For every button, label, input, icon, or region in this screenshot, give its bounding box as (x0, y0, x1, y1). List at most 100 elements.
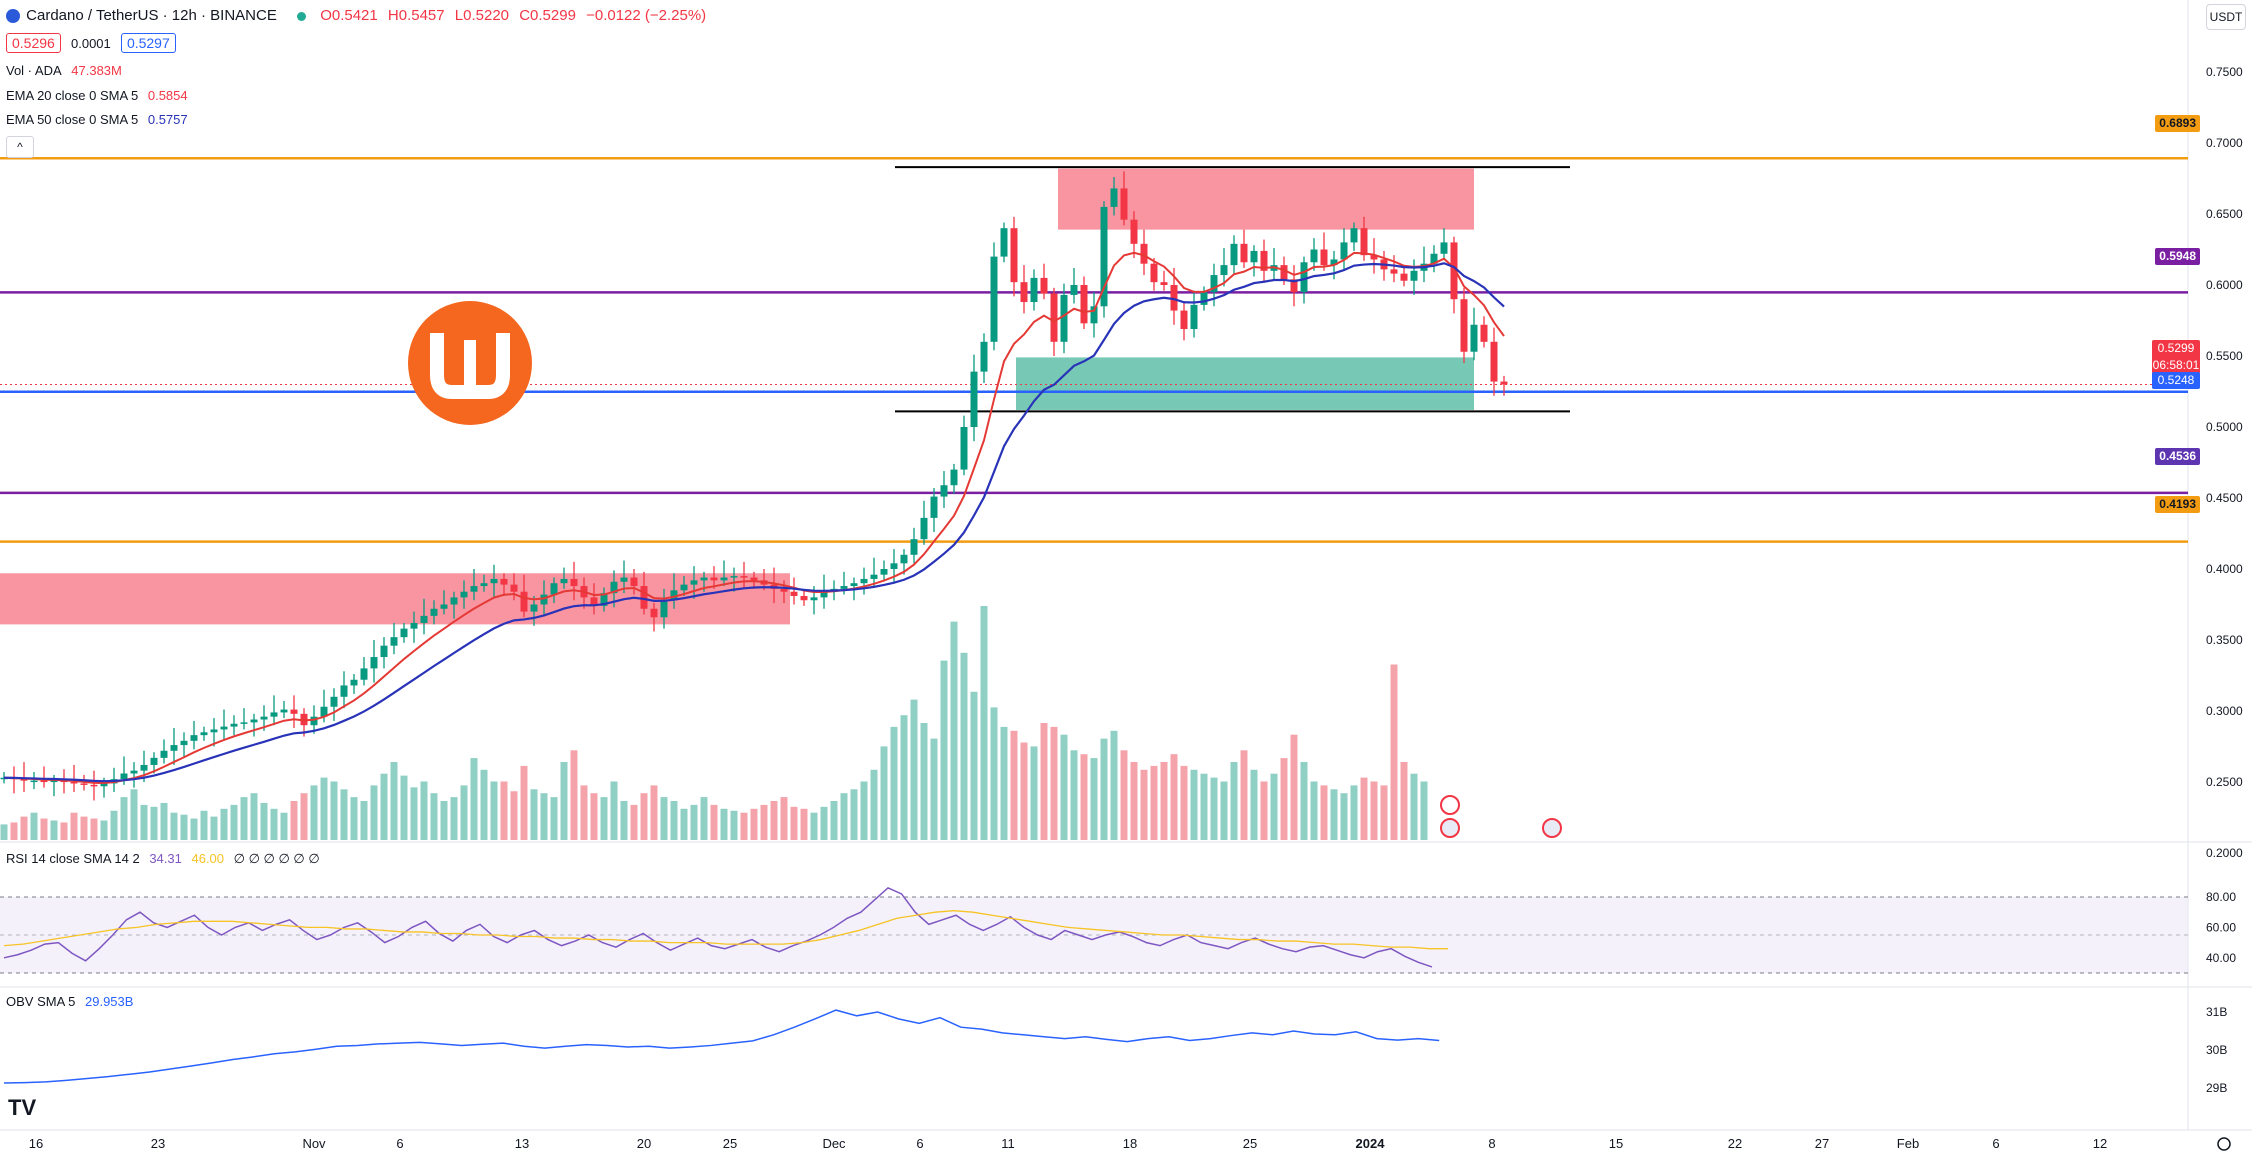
candle-body (510, 584, 518, 592)
price-axis-label: 0.6500 (2206, 207, 2243, 221)
rsi-line (3, 886, 1433, 968)
volume-bar (960, 652, 968, 840)
volume-bar (390, 762, 398, 840)
volume-legend[interactable]: Vol · ADA 47.383M (6, 63, 128, 78)
candle-body (50, 780, 58, 783)
volume-bar (1100, 738, 1108, 840)
candle-body (350, 679, 358, 686)
candle-body (70, 782, 78, 784)
chevron-up-icon: ^ (17, 140, 23, 154)
symbol-title[interactable]: Cardano / TetherUS · 12h · BINANCE (26, 7, 277, 24)
candle-body (950, 469, 958, 486)
volume-bar (610, 781, 618, 840)
candle-body (1130, 219, 1138, 244)
time-axis-label: 25 (723, 1136, 737, 1151)
cardano-icon (6, 9, 20, 24)
price-axis-label: 0.4000 (2206, 562, 2243, 576)
collapse-legend-button[interactable]: ^ (6, 136, 34, 158)
volume-bar (740, 812, 748, 840)
price-axis-label: 0.7000 (2206, 136, 2243, 150)
candle-body (970, 371, 978, 427)
candle-body (1060, 294, 1068, 342)
candle-body (1230, 243, 1238, 266)
time-axis-label: 11 (1001, 1136, 1015, 1151)
sell-price-button[interactable]: 0.5296 (6, 33, 61, 53)
candle-body (1140, 243, 1148, 264)
candle-body (1240, 243, 1248, 263)
volume-bar (210, 816, 218, 840)
volume-bar (1270, 773, 1278, 840)
rsi-value: 34.31 (149, 851, 182, 866)
time-axis-label: 23 (151, 1136, 165, 1151)
price-axis-label: 0.3000 (2206, 704, 2243, 718)
volume-bar (970, 691, 978, 840)
candle-body (1440, 242, 1448, 254)
volume-bar (1330, 789, 1338, 840)
volume-bar (360, 801, 368, 840)
candle-body (430, 608, 438, 616)
volume-bar (190, 818, 198, 840)
candle-body (370, 657, 378, 669)
obv-legend[interactable]: OBV SMA 5 29.953B (6, 994, 139, 1009)
volume-bar (1200, 773, 1208, 840)
volume-bar (880, 746, 888, 840)
currency-unit-button[interactable]: USDT (2206, 4, 2246, 30)
rsi-axis-label: 80.00 (2206, 890, 2236, 904)
volume-bar (1240, 750, 1248, 840)
volume-bar (1410, 773, 1418, 840)
candle-body (480, 583, 488, 587)
volume-bar (680, 808, 688, 840)
volume-bar (1260, 781, 1268, 840)
candle-body (250, 719, 258, 723)
symbol-header: Cardano / TetherUS · 12h · BINANCE O0.54… (6, 7, 712, 24)
volume-bar (1080, 754, 1088, 840)
candle-body (360, 668, 368, 680)
candle-body (610, 581, 618, 594)
candle-body (1390, 269, 1398, 274)
buy-price-button[interactable]: 0.5297 (120, 33, 176, 53)
time-axis-label: 20 (637, 1136, 651, 1151)
volume-bar (940, 660, 948, 840)
candle-body (270, 712, 278, 717)
volume-bar (370, 785, 378, 840)
rsi-legend[interactable]: RSI 14 close SMA 14 2 34.31 46.00 ∅ ∅ ∅ … (6, 851, 326, 867)
volume-bar (1370, 781, 1378, 840)
volume-value: 47.383M (71, 63, 122, 78)
volume-bar (730, 810, 738, 840)
candle-body (810, 597, 818, 601)
volume-bar (1320, 785, 1328, 840)
volume-bar (1030, 746, 1038, 840)
volume-bar (1420, 781, 1428, 840)
candle-body (1470, 324, 1478, 352)
volume-bar (400, 775, 408, 840)
candle-body (560, 578, 568, 584)
event-flag-icon (1542, 818, 1562, 838)
volume-bar (1290, 734, 1298, 840)
candle-body (190, 735, 198, 741)
candle-body (470, 586, 478, 592)
candle-body (710, 577, 718, 581)
volume-bar (760, 804, 768, 840)
demand-zone (1016, 357, 1474, 410)
volume-bar (700, 797, 708, 840)
volume-bar (380, 773, 388, 840)
time-axis-label: Nov (302, 1136, 326, 1151)
candle-body (320, 706, 328, 717)
ema20-label: EMA 20 close 0 SMA 5 (6, 88, 139, 103)
ema20-legend[interactable]: EMA 20 close 0 SMA 5 0.5854 (6, 88, 194, 103)
ohlc-open: O0.5421 (320, 7, 378, 24)
price-axis-label: 0.6000 (2206, 278, 2243, 292)
ema50-legend[interactable]: EMA 50 close 0 SMA 5 0.5757 (6, 112, 194, 127)
volume-bar (920, 723, 928, 840)
volume-bar (620, 801, 628, 840)
time-axis-label: 25 (1243, 1136, 1257, 1151)
candle-body (520, 591, 528, 612)
volume-bar (1010, 730, 1018, 840)
candle-body (860, 578, 868, 584)
volume-bar (40, 818, 48, 840)
candle-body (450, 597, 458, 605)
volume-bar (70, 812, 78, 840)
candle-body (290, 709, 298, 714)
